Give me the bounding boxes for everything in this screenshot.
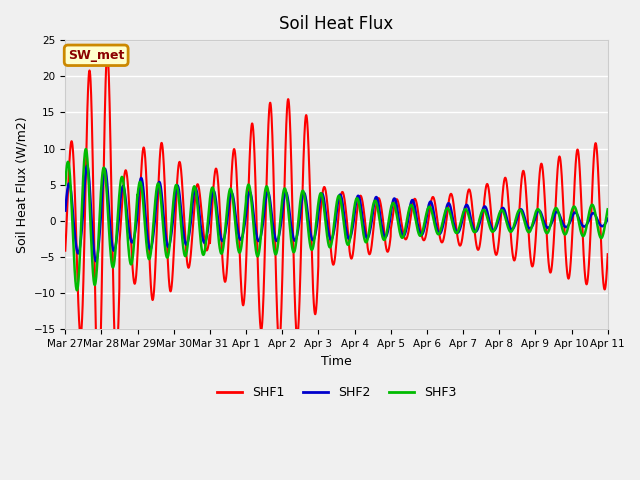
- SHF2: [124, 216, 131, 221]
- SHF3: [270, 243, 278, 249]
- SHF1: [270, 177, 278, 182]
- SHF3: [124, 232, 131, 238]
- SHF3: [293, 230, 301, 236]
- SHF3: [593, 222, 601, 228]
- SHF2: [293, 232, 301, 238]
- Line: SHF1: SHF1: [65, 53, 608, 393]
- SHF2: [535, 208, 543, 214]
- Y-axis label: Soil Heat Flux (W/m2): Soil Heat Flux (W/m2): [15, 117, 28, 253]
- Legend: SHF1, SHF2, SHF3: SHF1, SHF2, SHF3: [212, 381, 461, 404]
- SHF3: [604, 206, 612, 212]
- SHF2: [83, 163, 91, 168]
- SHF3: [156, 186, 164, 192]
- Line: SHF3: SHF3: [65, 149, 608, 290]
- SHF2: [156, 180, 164, 185]
- SHF2: [61, 208, 69, 214]
- SHF3: [82, 146, 90, 152]
- SHF1: [535, 180, 543, 185]
- X-axis label: Time: Time: [321, 355, 352, 368]
- SHF3: [535, 207, 543, 213]
- SHF3: [61, 182, 69, 188]
- SHF3: [73, 288, 81, 293]
- SHF1: [61, 248, 69, 253]
- SHF1: [293, 334, 301, 339]
- Line: SHF2: SHF2: [65, 166, 608, 261]
- SHF1: [104, 50, 111, 56]
- SHF1: [124, 177, 131, 183]
- SHF1: [95, 390, 102, 396]
- SHF2: [92, 258, 100, 264]
- SHF1: [593, 155, 601, 160]
- SHF2: [604, 216, 612, 222]
- SHF2: [270, 227, 278, 232]
- Text: SW_met: SW_met: [68, 49, 124, 62]
- SHF1: [156, 156, 164, 162]
- SHF1: [604, 251, 612, 257]
- Title: Soil Heat Flux: Soil Heat Flux: [279, 15, 394, 33]
- SHF2: [593, 217, 601, 223]
